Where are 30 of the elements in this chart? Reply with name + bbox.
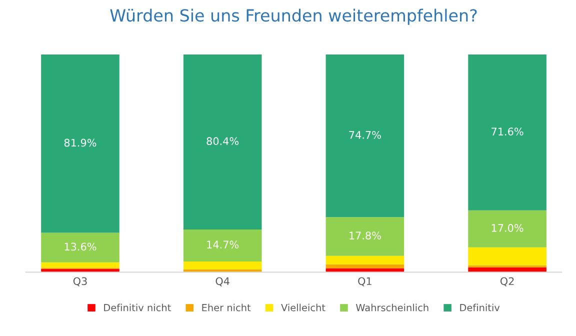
bar [468,247,546,266]
data-label: 81.9% [64,138,96,147]
x-tick-label: Q2 [500,277,514,286]
bar [183,262,262,270]
bar [41,262,120,268]
bar [326,54,404,218]
bar [326,256,404,264]
data-label: 17.8% [350,232,381,240]
data-label: 74.7% [349,130,381,139]
data-label: 71.6% [492,128,524,136]
bar [41,54,120,233]
data-label: 17.0% [492,224,524,232]
data-label: 13.6% [64,242,96,251]
bar [183,230,262,262]
x-tick-label: Q4 [216,277,230,286]
data-label: 80.4% [206,137,239,146]
x-tick-label: Q1 [358,277,372,286]
legend-label: Wahrscheinlich [356,304,428,312]
bar [326,217,404,256]
chart-title: Würden Sie uns Freunden weiterempfehlen? [110,8,477,25]
bar [468,210,546,248]
legend-label: Eher nicht [202,304,251,312]
bar [468,54,546,210]
legend-label: Definitiv nicht [104,304,171,312]
bar [41,232,120,262]
data-label: 14.7% [207,240,239,249]
x-tick-label: Q3 [73,277,87,286]
legend-label: Vielleicht [281,304,326,312]
bar [183,54,262,230]
legend-label: Definitiv [460,304,500,312]
